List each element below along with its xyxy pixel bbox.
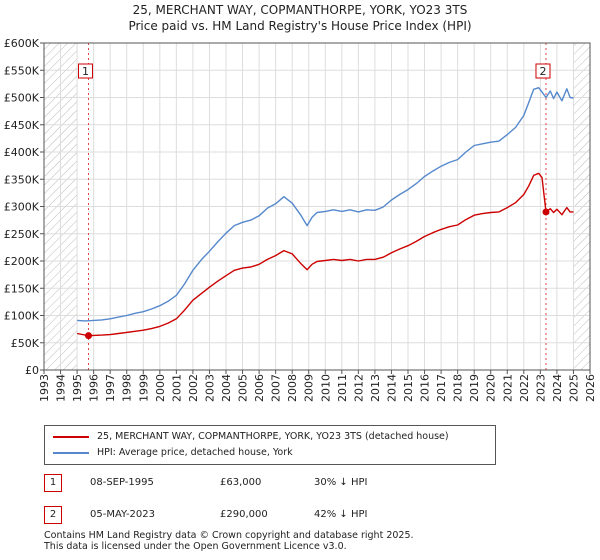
y-tick-label: £50K	[11, 337, 40, 350]
y-tick-label: £400K	[4, 146, 40, 159]
y-tick-label: £350K	[4, 173, 40, 186]
x-tick-label: 2011	[336, 374, 349, 402]
x-tick-label: 2026	[584, 374, 597, 402]
x-tick-label: 2009	[303, 374, 316, 402]
x-tick-label: 2022	[518, 374, 531, 402]
y-tick-label: £0	[25, 364, 39, 377]
sale-point	[85, 332, 93, 340]
x-tick-label: 2000	[154, 374, 167, 402]
x-tick-label: 2018	[452, 374, 465, 402]
x-tick-label: 2008	[286, 374, 299, 402]
sale-label: 1	[82, 65, 89, 78]
x-tick-label: 2020	[485, 374, 498, 402]
x-tick-label: 2003	[203, 374, 216, 402]
x-tick-label: 2005	[237, 374, 250, 402]
x-tick-label: 2025	[567, 374, 580, 402]
x-tick-label: 2001	[170, 374, 183, 402]
x-tick-label: 2024	[551, 374, 564, 402]
chart-title-line1: 25, MERCHANT WAY, COPMANTHORPE, YORK, YO…	[132, 3, 468, 17]
x-tick-label: 1996	[88, 374, 101, 402]
legend-label-hpi: HPI: Average price, detached house, York	[97, 447, 293, 458]
x-tick-label: 1994	[55, 374, 68, 402]
hpi-line	[77, 86, 574, 322]
sale-row: 2 05-MAY-2023 £290,000 42% ↓ HPI	[44, 505, 494, 525]
legend-label-price-paid: 25, MERCHANT WAY, COPMANTHORPE, YORK, YO…	[97, 431, 449, 442]
sale-point	[542, 208, 550, 216]
y-tick-label: £500K	[4, 92, 40, 105]
y-tick-label: £600K	[4, 37, 40, 50]
x-tick-label: 2014	[385, 374, 398, 402]
y-tick-label: £200K	[4, 255, 40, 268]
x-tick-label: 2015	[402, 374, 415, 402]
y-tick-label: £300K	[4, 201, 40, 214]
sale-price: £290,000	[220, 509, 268, 520]
x-tick-label: 2021	[501, 374, 514, 402]
y-tick-label: £250K	[4, 228, 40, 241]
legend: 25, MERCHANT WAY, COPMANTHORPE, YORK, YO…	[44, 425, 496, 465]
sale-row: 1 08-SEP-1995 £63,000 30% ↓ HPI	[44, 473, 494, 493]
x-tick-label: 2016	[419, 374, 432, 402]
sale-hpi-diff: 30% ↓ HPI	[314, 477, 368, 488]
x-tick-label: 1998	[121, 374, 134, 402]
x-tick-label: 2012	[352, 374, 365, 402]
x-tick-label: 2013	[369, 374, 382, 402]
x-tick-label: 2007	[270, 374, 283, 402]
legend-swatch-red	[53, 436, 89, 438]
price-chart: 1 2 £0 £50K £100K £150K £200K £250K £300K £350K £…	[4, 37, 597, 402]
chart-title-line2: Price paid vs. HM Land Registry's House …	[128, 19, 472, 33]
sale-label: 2	[539, 65, 546, 78]
sale-label-box	[535, 63, 551, 79]
x-tick-label: 1999	[137, 374, 150, 402]
x-tick-label: 2010	[319, 374, 332, 402]
sale-label-box	[78, 63, 94, 79]
footer-licence: This data is licensed under the Open Gov…	[44, 541, 347, 552]
y-tick-label: £450K	[4, 119, 40, 132]
x-tick-label: 2017	[435, 374, 448, 402]
sale-price: £63,000	[220, 477, 262, 488]
sale-date: 05-MAY-2023	[90, 509, 156, 520]
sale-number-badge: 2	[44, 506, 62, 524]
y-tick-label: £550K	[4, 64, 40, 77]
sale-date: 08-SEP-1995	[90, 477, 154, 488]
x-tick-label: 2006	[253, 374, 266, 402]
sale-number-badge: 1	[44, 474, 62, 492]
footer-copyright: Contains HM Land Registry data © Crown c…	[44, 530, 414, 541]
x-tick-label: 1993	[38, 374, 51, 402]
x-tick-label: 1995	[71, 374, 84, 402]
x-tick-label: 2023	[534, 374, 547, 402]
sale-hpi-diff: 42% ↓ HPI	[314, 509, 368, 520]
y-tick-label: £100K	[4, 310, 40, 323]
x-tick-label: 2002	[187, 374, 200, 402]
x-tick-label: 2019	[468, 374, 481, 402]
price-paid-line	[76, 172, 574, 337]
y-tick-label: £150K	[4, 282, 40, 295]
x-tick-label: 2004	[220, 374, 233, 402]
x-tick-label: 1997	[104, 374, 117, 402]
legend-swatch-blue	[53, 452, 89, 454]
